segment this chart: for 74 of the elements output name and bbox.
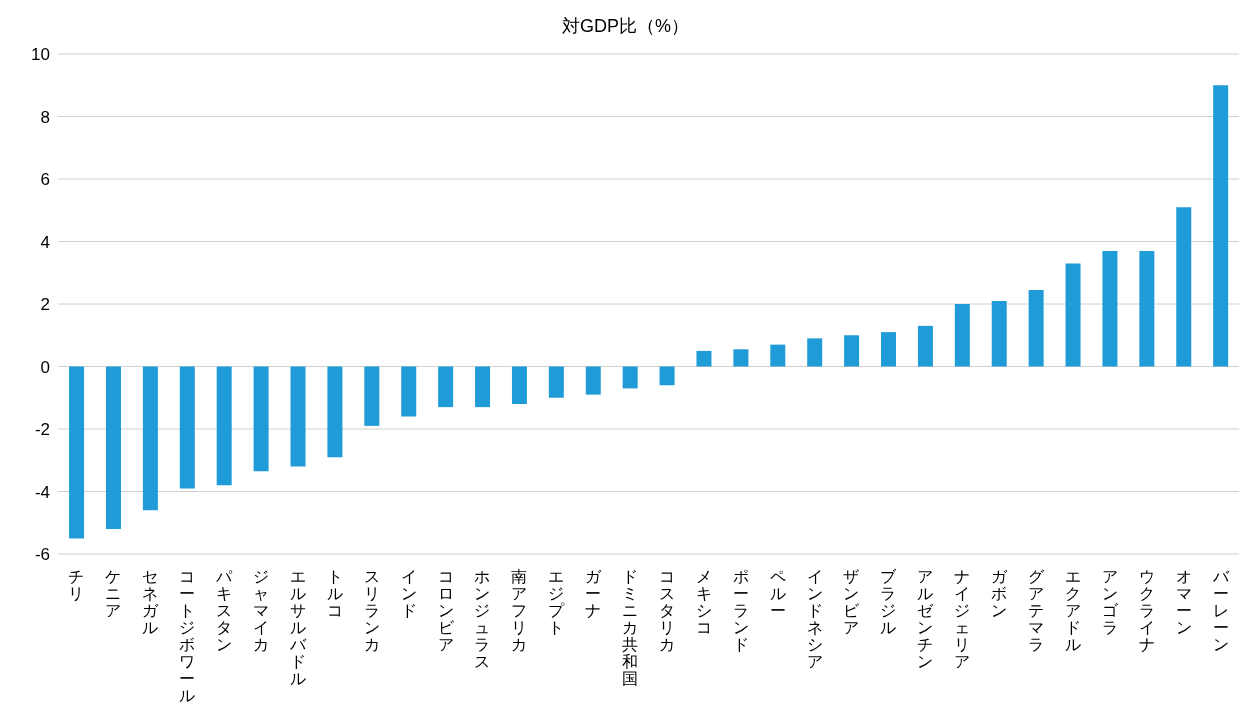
bar	[290, 366, 306, 467]
x-tick-label: ガボン	[991, 568, 1009, 619]
x-tick-label: コスタリカ	[658, 568, 675, 653]
x-tick-label: コロンビア	[437, 568, 455, 653]
y-tick-label: -4	[34, 482, 50, 502]
x-tick-label: チリ	[68, 568, 85, 602]
x-tick-label: メキシコ	[695, 568, 712, 636]
chart-title: 対GDP比（%）	[561, 15, 690, 38]
x-tick-label: ケニア	[105, 568, 122, 619]
x-tick-label: 南アフリカ	[511, 568, 528, 653]
bar	[475, 366, 491, 408]
bar	[253, 366, 269, 472]
y-tick-label: 8	[40, 107, 50, 127]
x-tick-label: バーレーン	[1211, 568, 1230, 653]
bar	[438, 366, 454, 408]
x-tick-label: コートジボワール	[179, 568, 196, 704]
bar	[548, 366, 564, 398]
x-tick-label: オマーン	[1175, 568, 1192, 636]
x-tick-label: エクアドル	[1064, 568, 1081, 653]
x-tick-label: ドミニカ共和国	[622, 568, 639, 687]
x-tick-label: インドネシア	[806, 568, 823, 670]
bar	[1213, 85, 1229, 367]
bar	[142, 366, 158, 511]
bar	[585, 366, 601, 395]
bar	[733, 349, 749, 367]
bar	[69, 366, 85, 539]
x-tick-label: パキスタン	[215, 568, 234, 653]
bar	[1176, 207, 1192, 367]
x-tick-label: アンゴラ	[1101, 568, 1119, 636]
bar	[622, 366, 638, 389]
x-tick-label: セネガル	[142, 568, 160, 636]
bar	[105, 366, 121, 529]
x-tick-label: ブラジル	[880, 568, 898, 636]
x-tick-label: ポーランド	[732, 568, 749, 653]
x-tick-label: ウクライナ	[1138, 568, 1155, 653]
x-tick-label: インド	[400, 568, 417, 619]
x-tick-label: ザンビア	[843, 568, 861, 636]
bar	[327, 366, 343, 458]
bar	[881, 332, 897, 367]
bar	[991, 300, 1007, 367]
bar	[401, 366, 417, 417]
x-tick-label: エルサルバドル	[288, 568, 307, 687]
bar	[511, 366, 527, 404]
bar	[807, 338, 823, 367]
y-tick-label: 0	[40, 357, 50, 377]
bar	[659, 366, 675, 386]
y-tick-label: 4	[40, 232, 50, 252]
bar	[917, 325, 933, 367]
x-tick-label: グアテマラ	[1028, 568, 1046, 653]
y-tick-label: -6	[34, 545, 50, 565]
bar	[1065, 263, 1081, 367]
bar	[954, 304, 970, 367]
y-tick-label: 2	[40, 295, 50, 315]
bar	[1139, 250, 1155, 367]
x-tick-label: エジプト	[548, 568, 566, 636]
bar	[1102, 250, 1118, 367]
bar	[696, 350, 712, 367]
x-tick-label: ホンジュラス	[474, 568, 491, 670]
bar	[770, 344, 786, 367]
bar	[1028, 289, 1044, 367]
bar	[179, 366, 195, 489]
x-tick-label: ガーナ	[585, 568, 603, 619]
x-tick-label: アルゼンチン	[917, 568, 935, 670]
y-tick-label: 6	[40, 170, 50, 190]
x-tick-label: ジャマイカ	[252, 568, 269, 653]
x-tick-label: ペルー	[769, 568, 786, 619]
bar	[216, 366, 232, 486]
y-tick-label: -2	[34, 420, 50, 440]
x-tick-label: スリランカ	[363, 568, 380, 653]
bar	[844, 335, 860, 367]
x-tick-label: ナイジェリア	[954, 568, 971, 670]
y-tick-label: 10	[31, 45, 50, 65]
x-tick-label: トルコ	[326, 568, 343, 619]
bar	[364, 366, 380, 426]
